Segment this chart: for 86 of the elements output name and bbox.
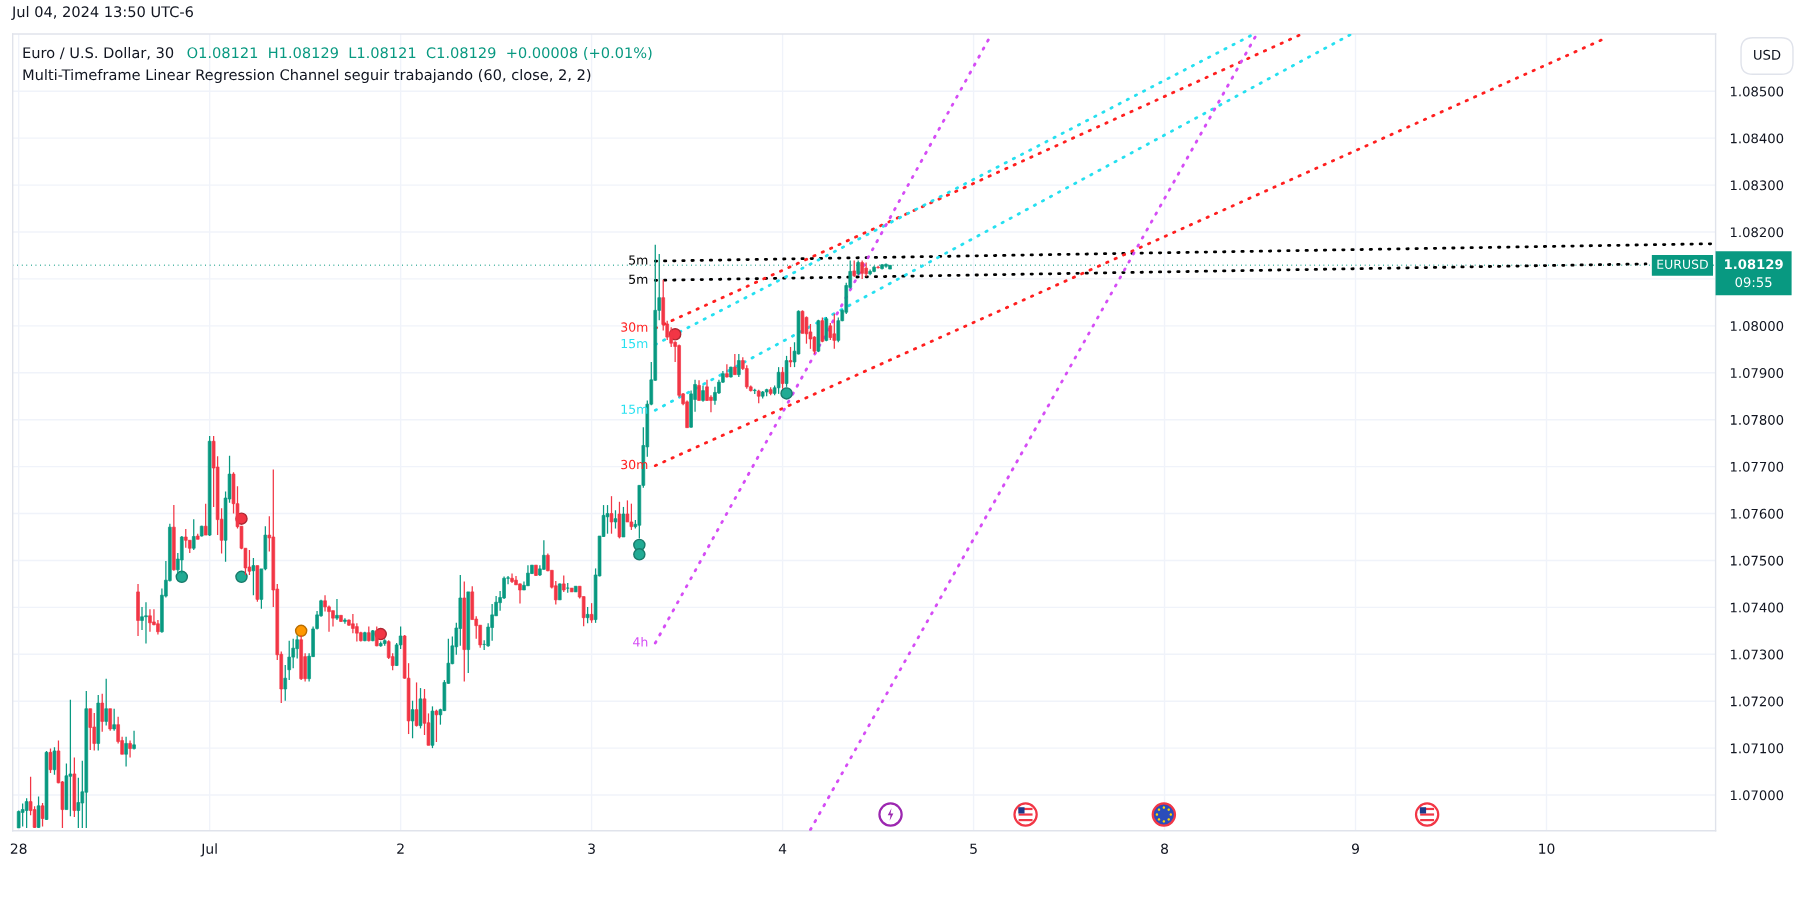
candlestick [414,681,419,728]
series-label: 5m [629,255,648,265]
y-tick-label: 1.07700 [1730,461,1784,472]
point [633,548,646,561]
candlestick [617,501,622,540]
y-tick-label: 1.08400 [1730,133,1784,144]
candlestick [613,509,618,530]
candlestick [108,708,112,732]
candlestick [92,712,97,752]
x-tick-label: 4 [778,843,787,854]
y-axis-title: USD [1754,49,1781,60]
y-tick-label: 1.07200 [1730,696,1784,707]
y-tick-label: 1.07000 [1730,790,1784,801]
candlestick [88,708,93,751]
x-tick-label: 2 [397,843,404,854]
candlestick [112,708,116,732]
candlestick [128,739,132,759]
candlestick [788,346,793,368]
y-tick-label: 1.08200 [1730,227,1784,238]
annotation: EURUSD [1657,259,1708,269]
y-tick-label: 1.07400 [1730,602,1784,613]
annotation: O1.08121 H1.08129 L1.08121 C1.08129 +0.00008 (+0.01%) [187,46,652,60]
candlestick [36,795,41,829]
candlestick [697,379,701,402]
candlestick [124,736,128,768]
point [294,624,308,638]
candlestick [804,315,809,345]
candlestick [860,259,864,280]
candlestick [518,582,522,605]
candlestick [621,506,626,538]
candlestick [183,528,188,549]
y-tick-label: 1.07600 [1730,508,1784,519]
candlestick [180,535,184,575]
candlestick [76,777,81,829]
x-tick-label: 28 [10,843,27,854]
y-tick-label: 1.07300 [1730,649,1784,660]
text: Euro / U.S. Dollar, 30 [23,46,174,60]
candlestick [52,746,57,776]
candlestick [251,557,256,596]
candlestick [48,747,53,774]
series-label: 5m [629,274,648,284]
candlestick [410,700,415,739]
candlestick [609,495,614,535]
text: 09:55 [1735,277,1772,288]
point [175,570,189,584]
y-tick-label: 1.07100 [1730,743,1784,754]
candlestick [832,313,837,350]
ref-line-label: 1.08129 [1725,259,1783,270]
candlestick [247,549,252,576]
series-label: 30m [621,322,648,332]
candlestick [784,355,789,388]
y-tick-label: 1.08500 [1730,86,1784,97]
y-tick-label: 1.07500 [1730,555,1784,566]
candlestick [100,693,104,733]
x-tick-label: 9 [1351,843,1359,854]
candlestick [434,709,439,743]
x-tick-label: 10 [1539,843,1555,854]
x-tick-label: 5 [970,843,977,854]
x-tick-label: 8 [1161,843,1169,854]
candlestick [744,364,749,390]
candlestick [144,601,148,645]
candlestick [132,730,136,751]
candlestick [335,598,339,621]
y-tick-label: 1.08300 [1730,180,1784,191]
y-tick-label: 1.08000 [1730,321,1784,332]
x-tick-label: Jul [200,843,217,857]
candlestick [725,363,729,379]
series-label: 4h [633,636,648,647]
text: Jul 04, 2024 13:50 UTC-6 [11,5,193,20]
candlestick [24,797,29,829]
candlestick [737,353,741,378]
text: Multi-Timeframe Linear Regression Channel seguir trabajando (60, close, 2, 2) [23,68,591,84]
candlestick [526,564,530,587]
candlestick [733,353,737,376]
candlestick [605,504,610,535]
x-tick-label: 3 [588,843,595,854]
y-tick-label: 1.07800 [1730,414,1784,425]
candlestick [191,518,196,551]
y-tick-label: 1.07900 [1730,367,1784,378]
point [235,570,248,584]
series-label: 15m [621,338,648,349]
candlestick [148,608,152,633]
candlestick [104,678,108,727]
point [780,387,793,400]
candlestick [625,499,630,523]
candlestick [40,802,45,828]
